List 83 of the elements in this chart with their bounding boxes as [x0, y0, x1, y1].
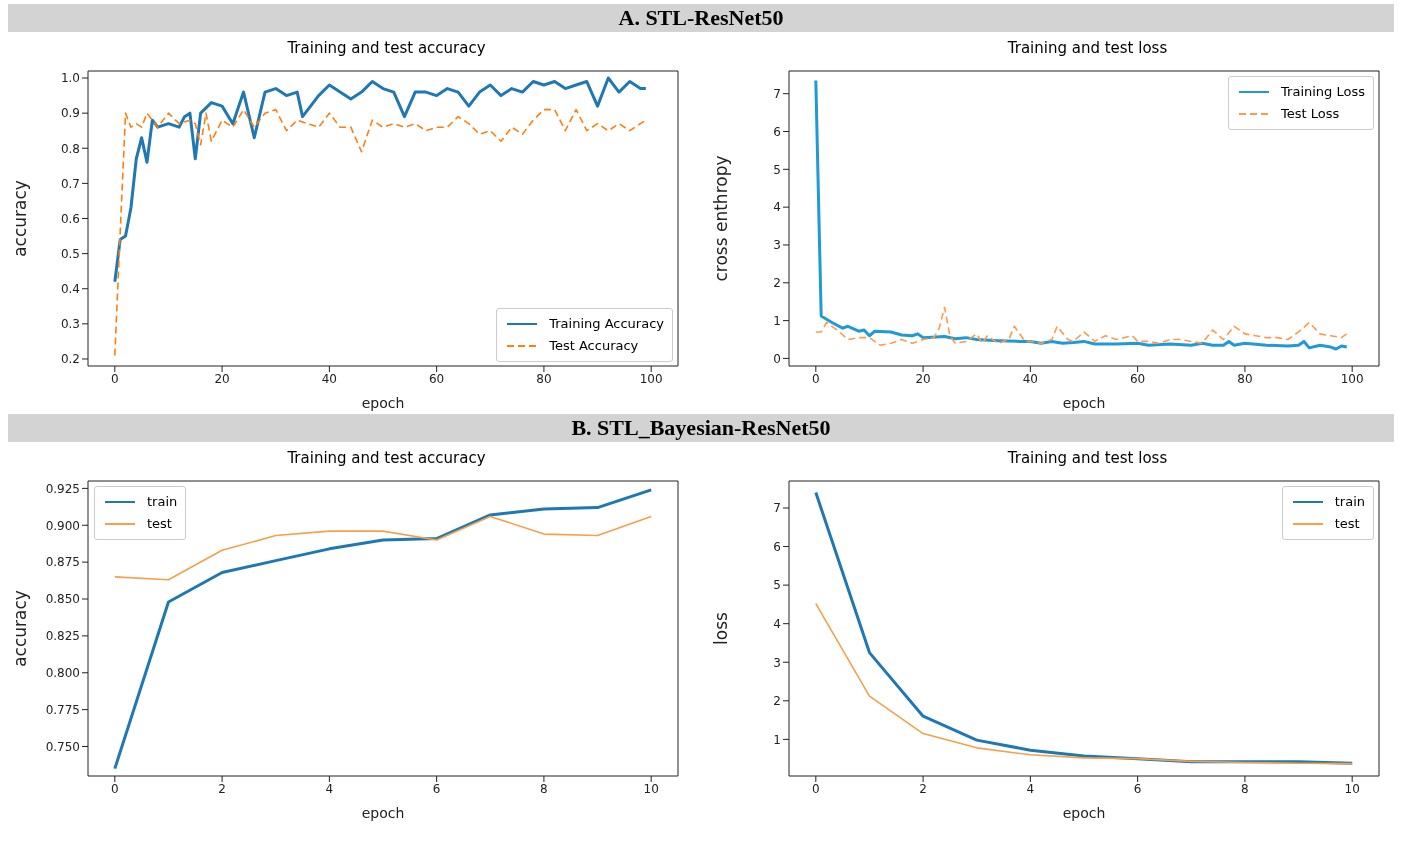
legend-label: Training Accuracy [549, 315, 664, 333]
x-tick-label: 10 [643, 781, 659, 796]
y-axis-title: accuracy [10, 590, 31, 667]
x-tick-label: 60 [1130, 371, 1146, 386]
x-tick-label: 0 [812, 371, 820, 386]
y-tick-label: 0.800 [45, 666, 80, 681]
x-tick-label: 6 [1133, 781, 1142, 796]
legend-label: train [1334, 493, 1365, 511]
chart-title: Training and test loss [1006, 448, 1169, 469]
y-tick-label: 1 [773, 313, 781, 328]
x-tick-label: 2 [919, 781, 927, 796]
x-tick-label: 0 [111, 371, 119, 386]
y-tick-label: 0.875 [45, 555, 80, 570]
x-tick-label: 2 [218, 781, 226, 796]
chart-title: Training and test accuracy [286, 38, 487, 59]
y-tick-label: 0.850 [45, 592, 80, 607]
y-tick-label: 7 [773, 501, 781, 516]
y-tick-label: 2 [773, 694, 781, 709]
y-tick-label: 5 [773, 162, 781, 177]
legend-label: train [147, 493, 178, 511]
y-tick-label: 2 [773, 276, 781, 291]
y-tick-label: 0.900 [45, 518, 80, 533]
x-tick-label: 0 [812, 781, 820, 796]
y-tick-label: 0.3 [60, 317, 80, 332]
y-tick-label: 6 [773, 124, 781, 139]
x-tick-label: 8 [1241, 781, 1249, 796]
legend-label: Test Accuracy [549, 337, 639, 355]
y-tick-label: 0.825 [45, 629, 80, 644]
y-axis-title: accuracy [10, 180, 31, 257]
legend-label: Training Loss [1281, 83, 1365, 101]
text: A. STL-ResNet50 [8, 4, 1394, 32]
x-axis-title: epoch [1062, 805, 1106, 821]
y-tick-label: 3 [773, 238, 781, 253]
y-tick-label: 0.9 [60, 106, 80, 121]
x-tick-label: 4 [1026, 781, 1035, 796]
y-axis-title: loss [711, 611, 732, 645]
y-tick-label: 0.8 [60, 141, 80, 156]
y-tick-label: 0.5 [60, 246, 80, 261]
x-tick-label: 40 [1022, 371, 1038, 386]
text: B. STL_Bayesian-ResNet50 [8, 414, 1394, 442]
y-tick-label: 0.750 [45, 739, 80, 754]
x-tick-label: 20 [214, 371, 230, 386]
x-tick-label: 10 [1344, 781, 1360, 796]
chart-title: Training and test loss [1006, 38, 1169, 59]
y-tick-label: 4 [773, 616, 781, 631]
y-tick-label: 4 [773, 200, 781, 215]
y-axis-title: cross enthropy [711, 155, 732, 282]
y-tick-label: 0.4 [60, 282, 80, 296]
y-tick-label: 3 [773, 655, 781, 670]
x-tick-label: 100 [1340, 371, 1364, 386]
x-tick-label: 40 [321, 371, 337, 386]
x-tick-label: 80 [1237, 371, 1253, 386]
y-tick-label: 1 [773, 732, 781, 747]
x-tick-label: 8 [540, 781, 548, 796]
x-axis-title: epoch [361, 395, 405, 411]
line-series [114, 515, 652, 581]
legend-label: test [147, 515, 172, 533]
x-tick-label: 6 [432, 781, 441, 796]
y-tick-label: 6 [773, 539, 781, 554]
line-series [815, 306, 1348, 346]
x-tick-label: 80 [536, 371, 552, 386]
line-series [113, 76, 648, 284]
y-tick-label: 0.7 [60, 176, 80, 191]
y-tick-label: 0 [773, 351, 781, 366]
y-tick-label: 1.0 [60, 71, 80, 86]
x-axis-title: epoch [361, 805, 405, 821]
x-tick-label: 100 [639, 371, 663, 386]
legend-label: Test Loss [1281, 105, 1340, 123]
legend-label: test [1334, 515, 1360, 533]
line-series [113, 488, 653, 771]
x-axis-title: epoch [1062, 395, 1106, 411]
x-tick-label: 4 [325, 781, 334, 796]
x-tick-label: 60 [429, 371, 445, 386]
y-tick-label: 0.6 [60, 211, 80, 226]
x-tick-label: 20 [915, 371, 931, 386]
y-tick-label: 0.925 [45, 481, 80, 496]
line-series [815, 602, 1353, 765]
y-tick-label: 7 [773, 86, 781, 101]
x-tick-label: 0 [111, 781, 119, 796]
y-tick-label: 5 [773, 578, 781, 593]
y-tick-label: 0.2 [60, 352, 80, 367]
y-tick-label: 0.775 [45, 702, 80, 717]
chart-title: Training and test accuracy [286, 448, 487, 469]
